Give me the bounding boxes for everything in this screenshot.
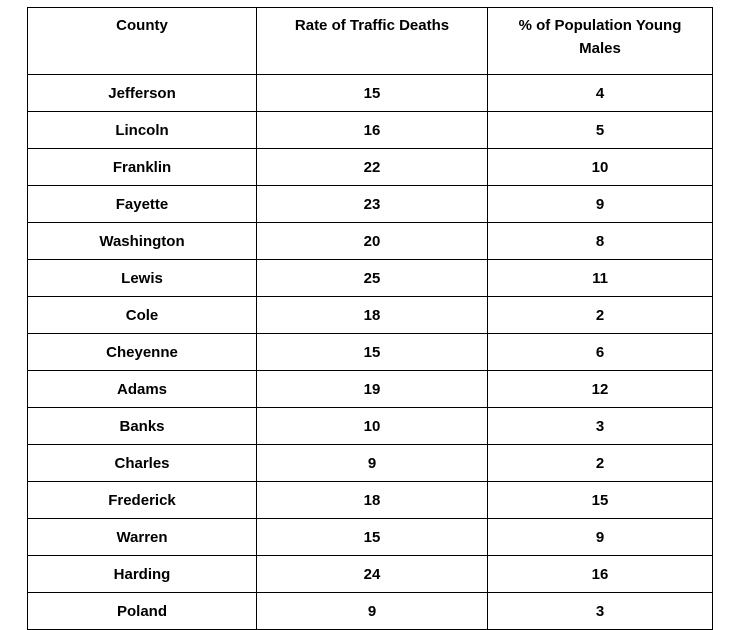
- rate-cell: 15: [256, 74, 488, 112]
- table-row: Cheyenne 15 6: [27, 333, 713, 371]
- table-row: Warren 15 9: [27, 518, 713, 556]
- table-row: Charles 9 2: [27, 444, 713, 482]
- pct-cell: 3: [487, 592, 713, 630]
- table-row: Frederick 18 15: [27, 481, 713, 519]
- county-cell: Cheyenne: [27, 333, 257, 371]
- county-cell: Lincoln: [27, 111, 257, 149]
- county-cell: Adams: [27, 370, 257, 408]
- column-header-pct-population-young-males: % of Population Young Males: [487, 7, 713, 75]
- table-row: Poland 9 3: [27, 592, 713, 630]
- county-cell: Warren: [27, 518, 257, 556]
- pct-cell: 3: [487, 407, 713, 445]
- table-row: Washington 20 8: [27, 222, 713, 260]
- pct-cell: 16: [487, 555, 713, 593]
- pct-cell: 9: [487, 518, 713, 556]
- table-row: Franklin 22 10: [27, 148, 713, 186]
- rate-cell: 23: [256, 185, 488, 223]
- county-cell: Poland: [27, 592, 257, 630]
- county-cell: Jefferson: [27, 74, 257, 112]
- county-cell: Fayette: [27, 185, 257, 223]
- rate-cell: 18: [256, 296, 488, 334]
- county-cell: Harding: [27, 555, 257, 593]
- county-cell: Franklin: [27, 148, 257, 186]
- county-cell: Lewis: [27, 259, 257, 297]
- traffic-deaths-table: County Rate of Traffic Deaths % of Popul…: [27, 7, 713, 630]
- rate-cell: 9: [256, 444, 488, 482]
- pct-cell: 2: [487, 296, 713, 334]
- table-row: Banks 10 3: [27, 407, 713, 445]
- pct-cell: 6: [487, 333, 713, 371]
- table-row: Jefferson 15 4: [27, 74, 713, 112]
- pct-cell: 2: [487, 444, 713, 482]
- column-header-rate-of-traffic-deaths: Rate of Traffic Deaths: [256, 7, 488, 75]
- rate-cell: 19: [256, 370, 488, 408]
- pct-cell: 8: [487, 222, 713, 260]
- pct-cell: 4: [487, 74, 713, 112]
- rate-cell: 15: [256, 333, 488, 371]
- county-cell: Washington: [27, 222, 257, 260]
- rate-cell: 16: [256, 111, 488, 149]
- pct-cell: 11: [487, 259, 713, 297]
- rate-cell: 15: [256, 518, 488, 556]
- column-header-county: County: [27, 7, 257, 75]
- rate-cell: 18: [256, 481, 488, 519]
- rate-cell: 25: [256, 259, 488, 297]
- county-cell: Banks: [27, 407, 257, 445]
- table-row: Fayette 23 9: [27, 185, 713, 223]
- county-cell: Frederick: [27, 481, 257, 519]
- table-row: Cole 18 2: [27, 296, 713, 334]
- table-row: Harding 24 16: [27, 555, 713, 593]
- pct-cell: 5: [487, 111, 713, 149]
- table-row: Lincoln 16 5: [27, 111, 713, 149]
- county-cell: Charles: [27, 444, 257, 482]
- county-cell: Cole: [27, 296, 257, 334]
- rate-cell: 9: [256, 592, 488, 630]
- table-row: Lewis 25 11: [27, 259, 713, 297]
- pct-cell: 10: [487, 148, 713, 186]
- rate-cell: 24: [256, 555, 488, 593]
- pct-cell: 15: [487, 481, 713, 519]
- rate-cell: 10: [256, 407, 488, 445]
- rate-cell: 20: [256, 222, 488, 260]
- rate-cell: 22: [256, 148, 488, 186]
- pct-cell: 9: [487, 185, 713, 223]
- pct-cell: 12: [487, 370, 713, 408]
- table-header-row: County Rate of Traffic Deaths % of Popul…: [27, 7, 713, 75]
- table-row: Adams 19 12: [27, 370, 713, 408]
